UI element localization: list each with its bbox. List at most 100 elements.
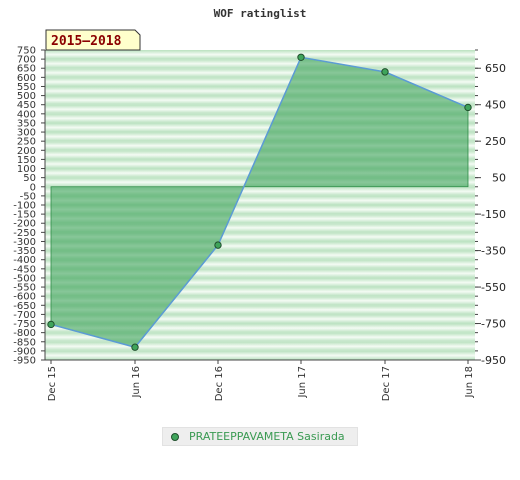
left-tick-label: -300 bbox=[13, 237, 36, 248]
chart-title: WOF ratinglist bbox=[214, 7, 307, 20]
left-tick-label: -100 bbox=[13, 201, 36, 212]
legend-series-label: PRATEEPPAVAMETA Sasirada bbox=[189, 430, 345, 443]
grid-band bbox=[45, 122, 475, 133]
data-point bbox=[47, 320, 55, 329]
right-y-axis-ticks: 650 450 250 50 -150 -350 -550 -750 -950 bbox=[475, 49, 506, 367]
left-tick-label: 650 bbox=[17, 64, 36, 75]
grid-band bbox=[45, 332, 475, 342]
grid-band bbox=[45, 141, 475, 151]
left-tick-label: -550 bbox=[13, 283, 36, 294]
left-tick-label: -750 bbox=[13, 319, 36, 330]
right-tick-label: -750 bbox=[481, 318, 506, 331]
left-tick-label: 250 bbox=[17, 137, 36, 148]
left-tick-label: -450 bbox=[13, 264, 36, 275]
left-tick-label: -900 bbox=[13, 346, 36, 357]
left-tick-label: -250 bbox=[13, 228, 36, 239]
right-tick-label: 250 bbox=[485, 135, 506, 148]
series-line bbox=[50, 56, 469, 349]
grid-band bbox=[45, 250, 475, 260]
period-badge: 2015–2018 bbox=[45, 29, 141, 51]
grid-band bbox=[45, 77, 475, 87]
left-tick-label: 0 bbox=[30, 182, 36, 193]
left-tick-label: 700 bbox=[17, 55, 36, 66]
grid-band bbox=[45, 95, 475, 105]
x-tick-label: Jun 18 bbox=[464, 366, 475, 399]
left-tick-label: -150 bbox=[13, 210, 36, 221]
grid-band bbox=[45, 314, 475, 324]
left-tick-label: -200 bbox=[13, 219, 36, 230]
left-tick-label: -700 bbox=[13, 310, 36, 321]
x-tick-label: Dec 15 bbox=[47, 366, 58, 401]
right-tick-label: 450 bbox=[485, 99, 506, 112]
period-badge-label: 2015–2018 bbox=[51, 34, 122, 49]
grid-band bbox=[45, 277, 475, 288]
left-tick-label: -50 bbox=[20, 191, 36, 202]
grid-band bbox=[45, 223, 475, 233]
left-tick-label: -400 bbox=[13, 255, 36, 266]
left-tick-label: 600 bbox=[17, 73, 36, 84]
left-tick-label: -950 bbox=[13, 356, 36, 367]
left-tick-label: -850 bbox=[13, 337, 36, 348]
grid-band bbox=[45, 50, 475, 60]
left-tick-label: -800 bbox=[13, 328, 36, 339]
left-tick-label: 350 bbox=[17, 118, 36, 129]
left-tick-label: -500 bbox=[13, 273, 36, 284]
right-tick-label: -350 bbox=[481, 245, 506, 258]
grid-band bbox=[45, 305, 475, 315]
data-point bbox=[131, 343, 139, 351]
legend-marker-icon bbox=[171, 432, 179, 441]
right-tick-label: 50 bbox=[492, 172, 506, 185]
left-tick-label: -350 bbox=[13, 246, 36, 257]
grid-band bbox=[45, 241, 475, 251]
left-tick-label: 500 bbox=[17, 91, 36, 102]
x-tick-label: Dec 16 bbox=[214, 366, 225, 401]
left-tick-label: 550 bbox=[17, 82, 36, 93]
series-points bbox=[47, 53, 472, 351]
grid-band bbox=[45, 104, 475, 114]
left-tick-label: -600 bbox=[13, 292, 36, 303]
left-tick-label: 50 bbox=[23, 173, 36, 184]
left-tick-label: -650 bbox=[13, 301, 36, 312]
data-point bbox=[381, 68, 389, 76]
left-tick-label: 100 bbox=[17, 164, 36, 175]
right-tick-label: -550 bbox=[481, 281, 506, 294]
data-point bbox=[297, 53, 305, 61]
left-tick-label: 200 bbox=[17, 146, 36, 157]
series-polyline bbox=[50, 56, 469, 349]
left-tick-label: 150 bbox=[17, 155, 36, 166]
grid-band bbox=[45, 287, 475, 297]
grid-band bbox=[45, 350, 475, 360]
period-badge-box bbox=[45, 29, 141, 51]
grid-band bbox=[45, 186, 475, 196]
right-tick-label: -150 bbox=[481, 208, 506, 221]
grid-band bbox=[45, 205, 475, 215]
x-axis-ticks: Dec 15 Jun 16 Dec 16 Jun 17 Dec 17 Jun 18 bbox=[47, 360, 475, 401]
left-y-axis-ticks: 7507006506005505004504003503002502001501… bbox=[13, 46, 45, 367]
data-point bbox=[214, 241, 222, 249]
grid-band bbox=[45, 268, 475, 278]
left-tick-label: 750 bbox=[17, 46, 36, 57]
legend: PRATEEPPAVAMETA Sasirada bbox=[162, 427, 358, 446]
left-tick-label: 450 bbox=[17, 100, 36, 111]
grid-band bbox=[45, 132, 475, 142]
grid-band bbox=[45, 214, 475, 224]
grid-band bbox=[45, 296, 475, 306]
grid-band bbox=[45, 232, 475, 242]
grid-band bbox=[45, 68, 475, 78]
grid-band bbox=[45, 323, 475, 333]
left-tick-label: 300 bbox=[17, 128, 36, 139]
grid-band bbox=[45, 113, 475, 123]
right-tick-label: 650 bbox=[485, 62, 506, 75]
grid-band bbox=[45, 59, 475, 69]
x-tick-label: Jun 16 bbox=[131, 366, 142, 399]
grid-band bbox=[45, 259, 475, 269]
grid-band bbox=[45, 86, 475, 96]
x-tick-label: Jun 17 bbox=[297, 366, 308, 399]
x-tick-label: Dec 17 bbox=[381, 366, 392, 401]
left-tick-label: 400 bbox=[17, 109, 36, 120]
grid-band bbox=[45, 341, 475, 351]
right-tick-label: -950 bbox=[481, 354, 506, 367]
grid-band bbox=[45, 195, 475, 205]
data-point bbox=[464, 103, 472, 112]
